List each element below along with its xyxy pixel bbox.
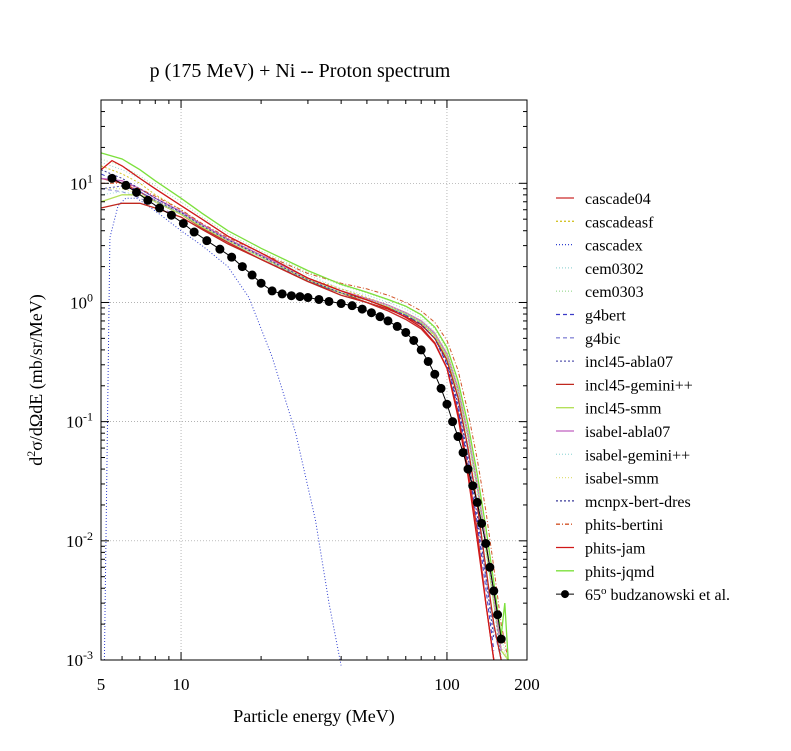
data-point-65-budzanowski-et-al [347,301,357,311]
legend-label-incl45-abla07: incl45-abla07 [585,354,673,371]
data-point-65-budzanowski-et-al [314,294,324,304]
data-point-65-budzanowski-et-al [286,291,296,301]
data-point-65-budzanowski-et-al [481,538,491,548]
data-point-65-budzanowski-et-al [178,218,188,228]
data-point-65-budzanowski-et-al [477,518,487,528]
legend-label-incl45-gemini: incl45-gemini++ [585,377,693,394]
axis-ticks: 5 10 100 200 101 100 10-1 10-2 10-3 [66,99,540,694]
series-line-phits-jqmd [100,152,509,661]
series-line-g4bic [100,188,502,661]
series-line-cascade04 [100,177,495,661]
legend-label-isabel-smm: isabel-smm [585,471,659,488]
data-point-65-budzanowski-et-al [375,312,385,322]
legend: cascade04 cascadeasf cascadex cem0302 cem030… [556,191,730,604]
data-point-65-budzanowski-et-al [489,586,499,596]
grid [101,100,527,660]
legend-marker-65-budzanowski-et-al [561,590,569,599]
series-line-isabel-abla07 [100,177,502,651]
data-point-65-budzanowski-et-al [256,278,266,288]
series-line-g4bert [100,173,495,651]
data-point-65-budzanowski-et-al [267,286,277,296]
legend-label-cem0303: cem0303 [585,284,644,301]
series-line-cem0302 [100,161,502,661]
data-point-65-budzanowski-et-al [166,210,176,220]
y-tick-label-3: 10-2 [66,529,93,551]
data-point-65-budzanowski-et-al [383,316,393,326]
x-tick-label-2: 100 [434,675,460,694]
x-tick-label-0: 5 [97,675,106,694]
data-point-65-budzanowski-et-al [336,299,346,309]
data-point-65-budzanowski-et-al [496,634,506,644]
data-point-65-budzanowski-et-al [247,270,257,280]
data-point-65-budzanowski-et-al [423,356,433,366]
data-point-65-budzanowski-et-al [324,296,334,306]
legend-label-cascadeasf: cascadeasf [585,214,654,231]
y-axis-label: d2σ/dΩdE (mb/sr/MeV) [24,294,47,466]
x-tick-label-3: 200 [514,675,540,694]
y-tick-label-4: 10-3 [66,648,93,670]
data-point-65-budzanowski-et-al [463,464,473,474]
data-point-65-budzanowski-et-al [458,448,468,458]
series-line-cascadeasf [100,165,502,661]
data-point-65-budzanowski-et-al [416,345,426,355]
data-point-65-budzanowski-et-al [202,236,212,246]
data-point-65-budzanowski-et-al [493,610,503,620]
data-point-65-budzanowski-et-al [237,262,247,272]
legend-label-cascadex: cascadex [585,238,643,255]
data-point-65-budzanowski-et-al [227,252,237,262]
data-point-65-budzanowski-et-al [155,203,165,213]
series-line-isabel-gemini [100,191,502,656]
data-point-65-budzanowski-et-al [215,244,225,254]
data-point-65-budzanowski-et-al [295,292,305,302]
legend-label-phits-jqmd: phits-jqmd [585,564,654,581]
legend-label-g4bic: g4bic [585,331,621,348]
legend-label-phits-bertini: phits-bertini [585,517,664,534]
data-point-65-budzanowski-et-al [453,432,463,442]
data-point-65-budzanowski-et-al [442,399,452,409]
plot-frame [100,99,528,661]
data-point-65-budzanowski-et-al [401,327,411,337]
legend-label-incl45-smm: incl45-smm [585,401,662,418]
data-point-65-budzanowski-et-al [189,227,199,237]
legend-label-isabel-gemini: isabel-gemini++ [585,447,690,464]
data-point-65-budzanowski-et-al [472,497,482,507]
data-point-65-budzanowski-et-al [132,187,142,197]
data-point-65-budzanowski-et-al [107,173,117,183]
legend-label-cem0302: cem0302 [585,261,644,278]
data-point-65-budzanowski-et-al [485,562,495,572]
plot-series [100,152,509,666]
data-point-65-budzanowski-et-al [143,195,153,205]
legend-label-isabel-abla07: isabel-abla07 [585,424,670,441]
data-point-65-budzanowski-et-al [277,289,287,299]
data-point-65-budzanowski-et-al [409,335,419,345]
legend-label-g4bert: g4bert [585,308,626,325]
series-line-mcnpx-bert-dres [100,169,495,640]
data-point-65-budzanowski-et-al [448,417,458,427]
data-point-65-budzanowski-et-al [468,481,478,491]
y-tick-label-2: 10-1 [66,410,93,432]
data-point-65-budzanowski-et-al [303,293,313,303]
data-point-65-budzanowski-et-al [392,321,402,331]
chart-title: p (175 MeV) + Ni -- Proton spectrum [150,60,451,82]
data-point-65-budzanowski-et-al [436,383,446,393]
y-tick-label-0: 101 [70,171,93,193]
legend-label-65-budzanowski-et-al: 65o budzanowski et al. [585,585,730,604]
series-line-phits-jam [100,159,495,661]
series-line-cascadex [103,197,342,666]
y-tick-label-1: 100 [70,290,93,312]
series-line-incl45-abla07 [100,185,502,661]
series-line-65-budzanowski-et-al [111,177,502,640]
data-point-65-budzanowski-et-al [121,180,131,190]
x-tick-label-1: 10 [173,675,190,694]
legend-label-phits-jam: phits-jam [585,541,646,558]
series-line-isabel-smm [101,188,509,661]
data-point-65-budzanowski-et-al [357,304,367,314]
legend-label-cascade04: cascade04 [585,191,651,208]
x-axis-label: Particle energy (MeV) [233,706,395,727]
legend-label-mcnpx-bert-dres: mcnpx-bert-dres [585,494,691,511]
data-point-65-budzanowski-et-al [430,369,440,379]
data-point-65-budzanowski-et-al [366,308,376,318]
